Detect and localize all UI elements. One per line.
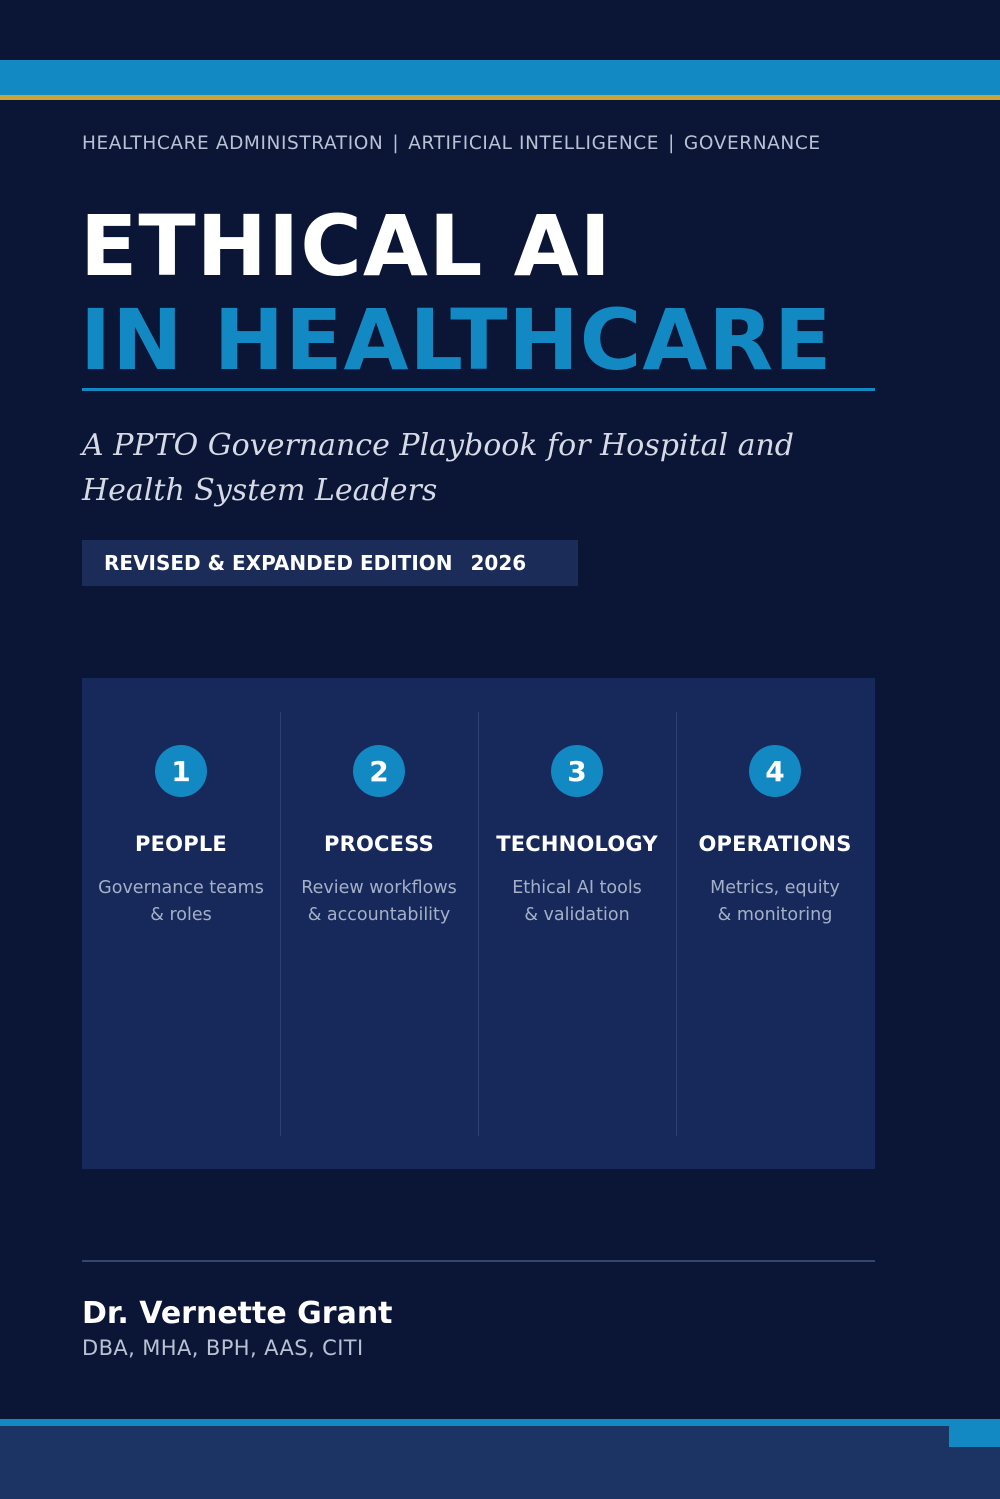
pillar-description-line: & roles [150, 905, 212, 925]
pillar-divider [676, 712, 677, 1136]
category-governance: GOVERNANCE [683, 133, 821, 154]
pillar-people: 1 PEOPLE Governance teams & roles [82, 678, 280, 1169]
category-artificial-intelligence: ARTIFICIAL INTELLIGENCE [408, 133, 660, 154]
title-line-2: IN HEALTHCARE [80, 291, 833, 389]
author-name: Dr. Vernette Grant [82, 1296, 393, 1331]
pillar-description-line: & validation [524, 905, 630, 925]
category-separator: | [668, 133, 675, 154]
edition-badge: REVISED & EXPANDED EDITION 2026 [82, 540, 578, 586]
pillar-title: TECHNOLOGY [496, 832, 658, 856]
pillar-number-badge: 1 [155, 745, 207, 797]
pillar-description-line: & accountability [307, 905, 451, 925]
pillar-description-line: Governance teams [98, 878, 264, 898]
author-credentials: DBA, MHA, BPH, AAS, CITI [82, 1336, 364, 1360]
pillar-description-line: Metrics, equity [710, 878, 840, 898]
pillar-description-line: Review workflows [301, 878, 457, 898]
pillar-number-badge: 2 [353, 745, 405, 797]
pillar-title: PROCESS [324, 832, 434, 856]
category-healthcare-administration: HEALTHCARE ADMINISTRATION [82, 133, 384, 154]
ppto-pillars-panel: 1 PEOPLE Governance teams & roles 2 PROC… [82, 678, 875, 1169]
pillar-description: Review workflows & accountability [280, 875, 478, 929]
category-list: HEALTHCARE ADMINISTRATION | ARTIFICIAL INT… [82, 133, 942, 154]
bottom-accent-line [0, 1419, 1000, 1426]
author-divider [82, 1260, 875, 1262]
pillar-process: 2 PROCESS Review workflows & accountabil… [280, 678, 478, 1169]
pillar-divider [478, 712, 479, 1136]
subtitle: A PPTO Governance Playbook for Hospital … [82, 428, 795, 508]
pillar-description: Ethical AI tools & validation [478, 875, 676, 929]
title-underline [82, 388, 875, 391]
pillar-divider [280, 712, 281, 1136]
top-accent-band [0, 60, 1000, 95]
top-gold-stripe [0, 95, 1000, 100]
edition-year: 2026 [470, 551, 527, 575]
pillar-operations: 4 OPERATIONS Metrics, equity & monitorin… [676, 678, 874, 1169]
pillar-description-line: & monitoring [717, 905, 833, 925]
title-line-1: ETHICAL AI [80, 197, 612, 295]
pillar-technology: 3 TECHNOLOGY Ethical AI tools & validati… [478, 678, 676, 1169]
pillar-number-badge: 4 [749, 745, 801, 797]
bottom-accent-tab [949, 1426, 1000, 1447]
edition-label: REVISED & EXPANDED EDITION [104, 551, 453, 575]
bottom-band [0, 1426, 1000, 1499]
pillar-title: OPERATIONS [698, 832, 852, 856]
pillar-description: Metrics, equity & monitoring [676, 875, 874, 929]
pillar-description: Governance teams & roles [82, 875, 280, 929]
pillar-title: PEOPLE [135, 832, 227, 856]
category-separator: | [392, 133, 400, 154]
pillar-number-badge: 3 [551, 745, 603, 797]
pillar-description-line: Ethical AI tools [512, 878, 642, 898]
